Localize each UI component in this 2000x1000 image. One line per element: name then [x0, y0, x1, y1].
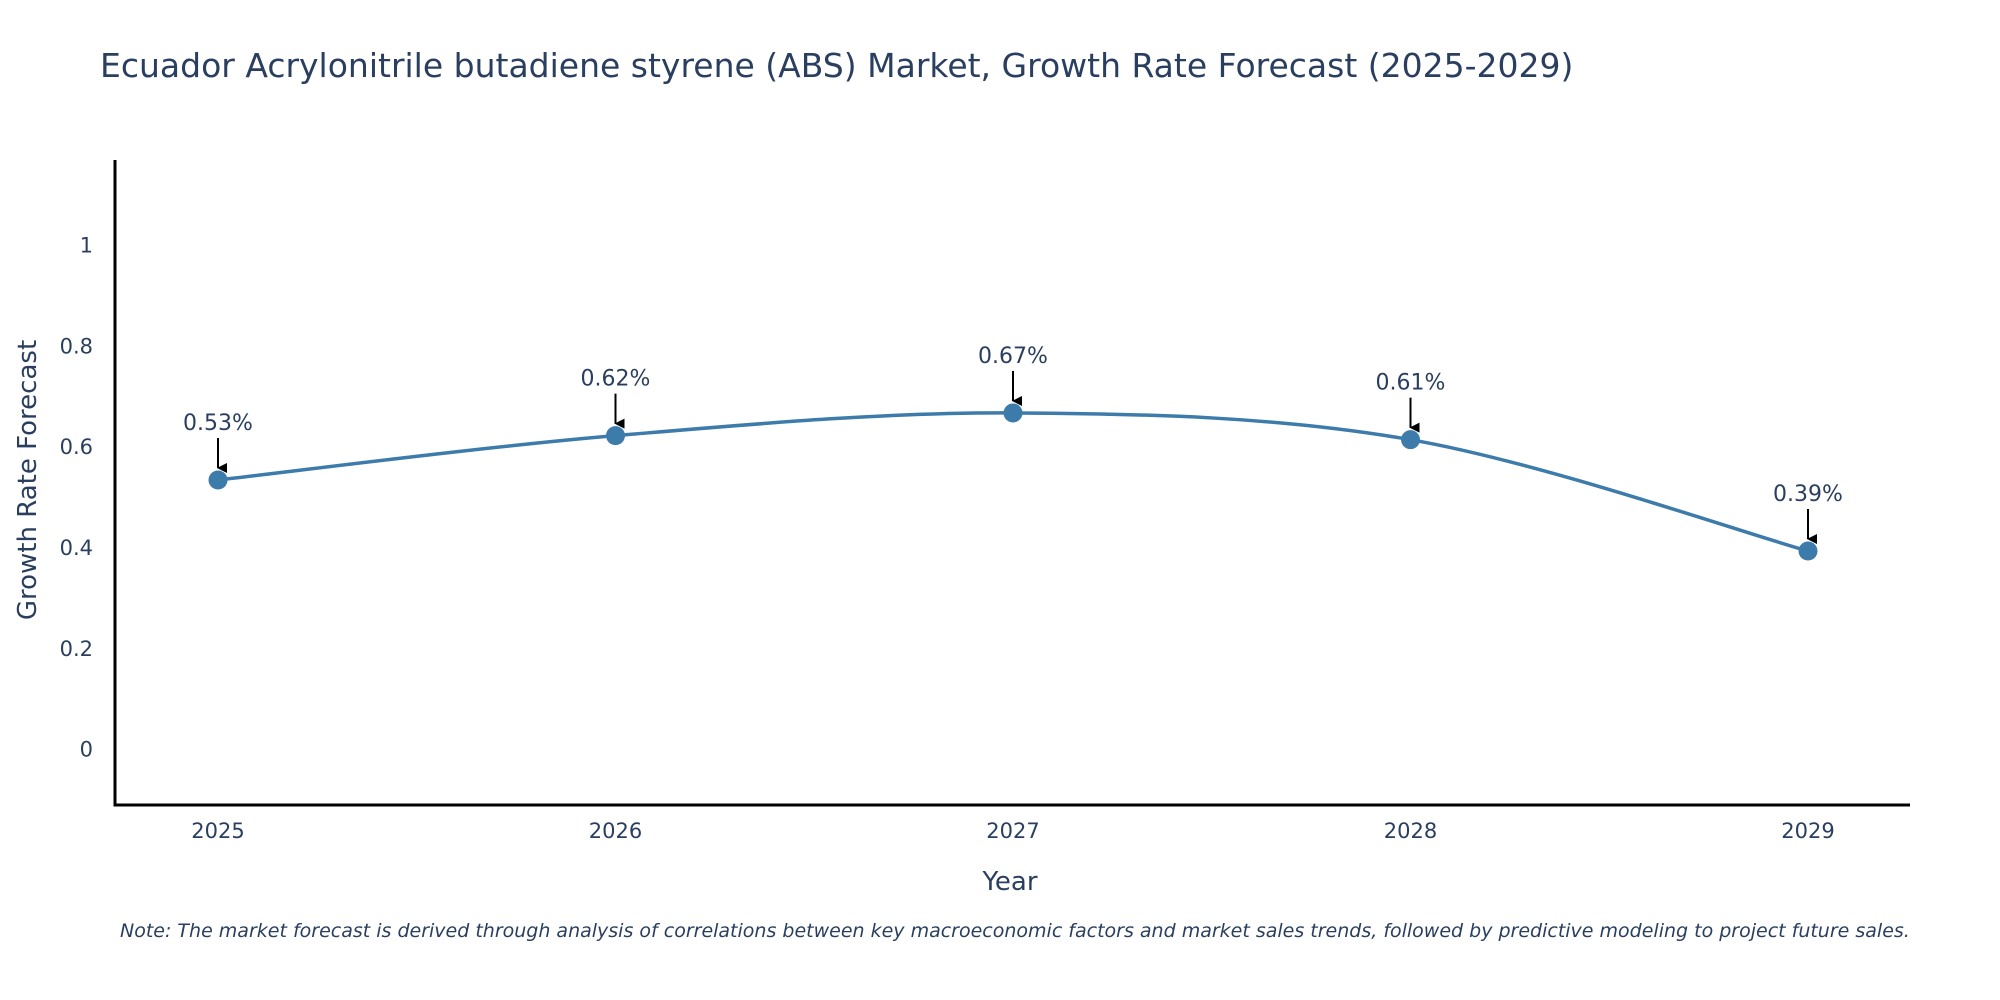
- data-label: 0.53%: [183, 411, 253, 436]
- data-label: 0.61%: [1376, 371, 1446, 396]
- data-point: [208, 470, 228, 490]
- x-tick-label: 2025: [191, 819, 244, 843]
- y-axis-title: Growth Rate Forecast: [13, 340, 43, 620]
- x-tick-label: 2027: [986, 819, 1039, 843]
- y-tick-label: 1: [80, 234, 93, 258]
- x-tick-label: 2028: [1384, 819, 1437, 843]
- chart-note: Note: The market forecast is derived thr…: [120, 920, 1910, 942]
- x-tick-label: 2026: [589, 819, 642, 843]
- data-label: 0.62%: [581, 367, 651, 392]
- y-tick-label: 0: [80, 738, 93, 762]
- x-axis-title: Year: [981, 867, 1037, 897]
- data-label: 0.39%: [1773, 482, 1843, 507]
- data-label: 0.67%: [978, 344, 1048, 369]
- y-tick-label: 0.8: [60, 334, 93, 358]
- data-point: [1798, 541, 1818, 561]
- data-point: [1003, 403, 1023, 423]
- chart-title: Ecuador Acrylonitrile butadiene styrene …: [100, 46, 1574, 85]
- x-tick-label: 2029: [1781, 819, 1834, 843]
- data-point: [1401, 430, 1420, 450]
- y-tick-label: 0.6: [60, 435, 93, 459]
- y-tick-label: 0.4: [60, 536, 93, 560]
- data-point: [606, 426, 625, 446]
- y-tick-label: 0.2: [60, 637, 93, 661]
- series-line: [217, 411, 1809, 553]
